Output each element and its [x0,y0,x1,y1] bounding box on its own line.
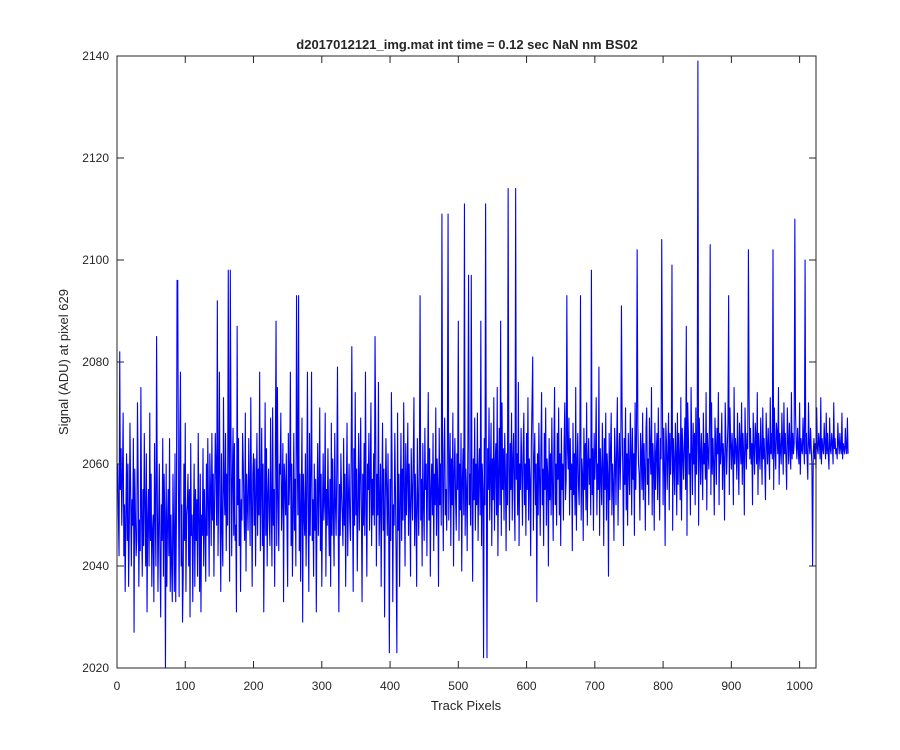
x-tick-label: 300 [312,679,332,693]
x-tick-label: 200 [244,679,264,693]
x-tick-label: 600 [517,679,537,693]
chart-title: d2017012121_img.mat int time = 0.12 sec … [296,37,637,52]
x-tick-label: 900 [721,679,741,693]
series-layer [117,60,849,669]
x-tick-label: 1000 [786,679,813,693]
y-tick-label: 2020 [82,661,109,675]
x-tick-label: 700 [585,679,605,693]
y-tick-label: 2100 [82,253,109,267]
x-tick-label: 800 [653,679,673,693]
y-tick-label: 2080 [82,355,109,369]
series-line-1 [117,60,849,669]
plot-area [117,56,816,668]
y-axis-label: Signal (ADU) at pixel 629 [56,289,71,435]
x-axis-label: Track Pixels [431,698,502,713]
y-tick-label: 2040 [82,559,109,573]
x-tick-label: 100 [175,679,195,693]
x-tick-label: 500 [448,679,468,693]
y-tick-label: 2060 [82,457,109,471]
x-tick-label: 400 [380,679,400,693]
y-tick-label: 2120 [82,151,109,165]
y-tick-label: 2140 [82,49,109,63]
tick-layer: 0 100 200 300 400 500 600 700 800 900 1000 2020 2040… [82,49,816,693]
x-tick-label: 0 [114,679,121,693]
